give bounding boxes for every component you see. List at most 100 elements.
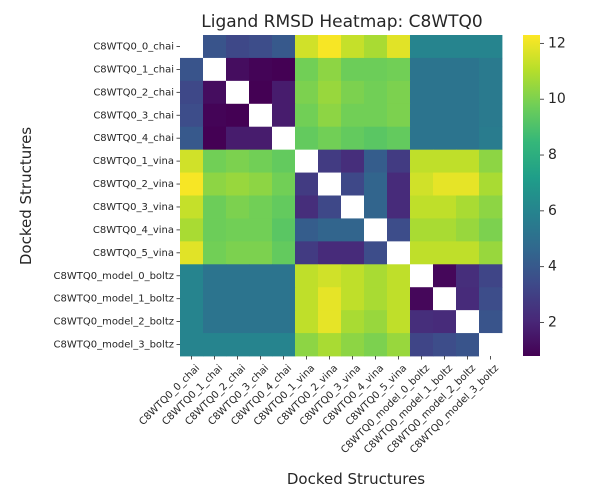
heatmap-cell <box>433 218 457 242</box>
heatmap-cell <box>387 80 411 105</box>
heatmap-cell <box>249 195 273 219</box>
heatmap-cell <box>433 241 457 265</box>
heatmap-cell <box>295 287 319 311</box>
heatmap-cell <box>479 149 503 173</box>
heatmap-cell <box>249 310 273 334</box>
heatmap-cell <box>433 195 457 219</box>
heatmap-cell <box>456 35 480 59</box>
heatmap-cell <box>180 149 204 173</box>
heatmap-cell <box>180 218 204 242</box>
heatmap-cell <box>272 218 296 242</box>
heatmap-cell <box>226 126 250 151</box>
heatmap-cell <box>433 310 457 334</box>
heatmap-cell <box>318 241 342 265</box>
y-tick-label: C8WTQ0_3_chai <box>93 110 174 121</box>
heatmap-cell <box>341 80 365 105</box>
heatmap-cell <box>387 287 411 311</box>
y-tick-label: C8WTQ0_model_3_boltz <box>54 340 175 351</box>
y-tick-label: C8WTQ0_4_vina <box>93 225 174 236</box>
heatmap-cell <box>456 287 480 311</box>
heatmap-cell <box>433 103 457 128</box>
heatmap-cell <box>456 333 480 357</box>
y-axis-label: Docked Structures <box>17 127 35 265</box>
heatmap-cell <box>364 287 388 311</box>
heatmap-cell <box>226 80 250 105</box>
heatmap-cell <box>249 149 273 173</box>
heatmap-cell <box>456 195 480 219</box>
heatmap-cell <box>226 333 250 357</box>
heatmap-cell <box>410 57 434 82</box>
colorbar-tick-label: 6 <box>548 203 557 219</box>
heatmap-cell <box>387 103 411 128</box>
heatmap-cell <box>203 126 227 151</box>
heatmap-cell <box>456 310 480 334</box>
colorbar-tick-label: 2 <box>548 315 557 331</box>
heatmap-cell <box>387 172 411 196</box>
heatmap-cell <box>341 287 365 311</box>
heatmap-cell <box>387 264 411 288</box>
heatmap-cell <box>272 333 296 357</box>
heatmap-cell <box>318 103 342 128</box>
heatmap-cell <box>410 218 434 242</box>
heatmap-cell <box>180 103 204 128</box>
heatmap-cell <box>387 310 411 334</box>
heatmap-cell <box>203 35 227 59</box>
heatmap-cell <box>295 35 319 59</box>
heatmap-cell <box>341 172 365 196</box>
heatmap-cell <box>249 218 273 242</box>
heatmap-cell <box>318 333 342 357</box>
heatmap-cell <box>364 241 388 265</box>
heatmap-cell <box>318 149 342 173</box>
heatmap-cell <box>226 149 250 173</box>
heatmap-cell <box>387 149 411 173</box>
heatmap-cell <box>318 57 342 82</box>
heatmap-cell <box>272 35 296 59</box>
heatmap-cell <box>387 241 411 265</box>
heatmap-cell <box>433 333 457 357</box>
heatmap-cell <box>295 264 319 288</box>
heatmap-cell <box>410 80 434 105</box>
heatmap-cell <box>364 35 388 59</box>
heatmap-cell <box>410 103 434 128</box>
heatmap-cell <box>479 35 503 59</box>
heatmap-cell <box>226 241 250 265</box>
heatmap-cells <box>180 35 503 357</box>
y-tick-label: C8WTQ0_4_chai <box>93 133 174 144</box>
heatmap-cell <box>364 149 388 173</box>
heatmap-cell <box>249 80 273 105</box>
heatmap-cell <box>387 333 411 357</box>
heatmap-cell <box>364 195 388 219</box>
heatmap-cell <box>203 218 227 242</box>
x-axis-label: Docked Structures <box>287 470 425 488</box>
heatmap-cell <box>433 35 457 59</box>
heatmap-cell <box>364 126 388 151</box>
heatmap-cell <box>410 35 434 59</box>
y-tick-label: C8WTQ0_2_chai <box>93 87 174 98</box>
heatmap-cell <box>249 241 273 265</box>
heatmap-cell <box>479 195 503 219</box>
heatmap-cell <box>364 333 388 357</box>
y-tick-label: C8WTQ0_3_vina <box>93 202 174 213</box>
heatmap-cell <box>249 103 273 128</box>
heatmap-cell <box>203 195 227 219</box>
heatmap-cell <box>364 80 388 105</box>
heatmap-cell <box>180 287 204 311</box>
heatmap-cell <box>410 195 434 219</box>
heatmap-cell <box>180 310 204 334</box>
heatmap-cell <box>410 264 434 288</box>
heatmap-cell <box>456 126 480 151</box>
heatmap-cell <box>318 287 342 311</box>
heatmap-cell <box>226 264 250 288</box>
heatmap-cell <box>203 149 227 173</box>
heatmap-cell <box>318 195 342 219</box>
heatmap-cell <box>479 310 503 334</box>
heatmap-cell <box>180 241 204 265</box>
heatmap-cell <box>387 218 411 242</box>
heatmap-cell <box>341 333 365 357</box>
heatmap-cell <box>341 218 365 242</box>
heatmap-cell <box>341 149 365 173</box>
heatmap-cell <box>479 218 503 242</box>
heatmap-cell <box>272 195 296 219</box>
heatmap-cell <box>364 218 388 242</box>
